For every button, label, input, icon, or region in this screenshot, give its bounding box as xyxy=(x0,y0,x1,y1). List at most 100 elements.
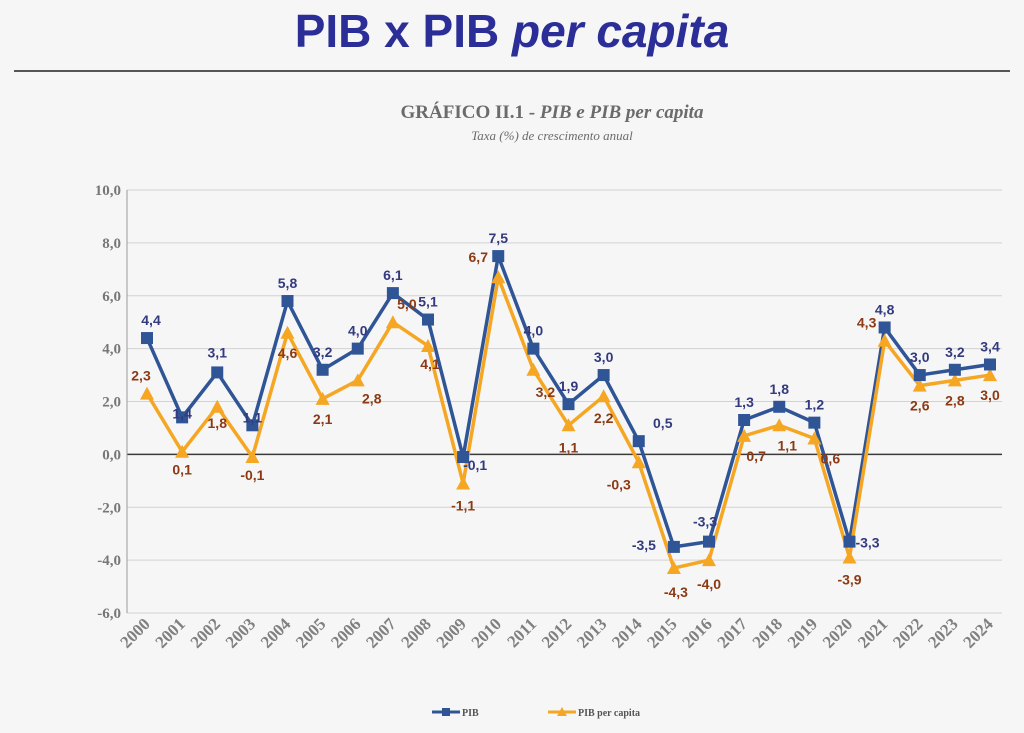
pib-data-label: 4,8 xyxy=(875,301,895,317)
pib-point xyxy=(808,416,821,429)
y-tick-label: -2,0 xyxy=(97,500,121,516)
pib-data-label: 1,4 xyxy=(172,405,192,421)
pib-per-capita-point xyxy=(210,399,225,413)
x-tick-label: 2007 xyxy=(362,614,400,652)
pib-data-label: 5,1 xyxy=(418,294,438,310)
pib-per-capita-point xyxy=(456,476,471,490)
pib-point xyxy=(457,451,470,464)
legend-item-pib: PIB xyxy=(432,708,479,719)
title-divider xyxy=(14,70,1010,72)
data-labels: 4,4 1,4 3,1 1,1 5,8 3,2 4,0 6,1 5,1 -0,1 7,5 4,0 1,9… xyxy=(131,230,1000,600)
pib-point xyxy=(386,287,399,300)
pib-per-capita-data-label: -0,3 xyxy=(607,476,631,492)
pib-point xyxy=(141,332,153,345)
y-tick-label: -4,0 xyxy=(97,553,121,569)
x-tick-label: 2017 xyxy=(713,614,751,652)
pib-per-capita-point xyxy=(596,389,611,403)
x-tick-label: 2014 xyxy=(608,614,646,652)
chart-subtitle: Taxa (%) de crescimento anual xyxy=(471,128,633,143)
pib-per-capita-data-label: 1,1 xyxy=(559,439,579,455)
pib-per-capita-data-label: 2,1 xyxy=(313,411,333,427)
pib-per-capita-point xyxy=(561,418,576,432)
pib-per-capita-point xyxy=(631,455,646,469)
x-tick-label: 2010 xyxy=(468,614,505,651)
pib-per-capita-point xyxy=(280,325,295,339)
pib-data-label: 3,4 xyxy=(980,338,1000,354)
pib-per-capita-point xyxy=(842,550,857,564)
pib-point xyxy=(843,535,856,548)
y-tick-label: 10,0 xyxy=(95,183,121,199)
slide-title-main: PIB x PIB xyxy=(294,5,512,57)
y-tick-label: -6,0 xyxy=(97,606,121,622)
x-tick-label: 2006 xyxy=(327,614,364,651)
pib-per-capita-data-label: 4,6 xyxy=(278,345,298,361)
pib-per-capita-data-label: 4,1 xyxy=(420,356,440,372)
x-tick-label: 2019 xyxy=(784,614,821,651)
pib-data-label: 3,0 xyxy=(594,349,614,365)
y-tick-label: 8,0 xyxy=(102,236,121,252)
pib-point xyxy=(316,363,329,376)
x-tick-label: 2008 xyxy=(397,614,434,651)
pib-data-label: 1,8 xyxy=(770,381,790,397)
chart-title-prefix: GRÁFICO II.1 - xyxy=(400,102,540,123)
pib-data-label: 4,0 xyxy=(348,323,368,339)
pib-per-capita-data-label: 2,3 xyxy=(131,368,151,384)
slide-title-italic: per capita xyxy=(511,5,730,57)
pib-per-capita-point xyxy=(983,368,997,382)
pib-data-label: 1,3 xyxy=(734,394,754,410)
chart-series xyxy=(140,250,997,575)
pib-data-label: 5,8 xyxy=(278,275,298,291)
legend-triangle-marker xyxy=(557,707,567,716)
pib-per-capita-data-label: -0,1 xyxy=(240,467,264,483)
pib-point xyxy=(492,250,505,263)
pib-data-label: 4,4 xyxy=(141,312,161,328)
pib-data-label: 6,1 xyxy=(383,267,403,283)
x-tick-label: 2000 xyxy=(116,614,153,651)
chart-legend: PIB PIB per capita xyxy=(432,707,640,719)
pib-point xyxy=(351,342,364,355)
pib-data-label: 4,0 xyxy=(524,323,544,339)
pib-per-capita-data-label: 0,1 xyxy=(172,462,192,478)
pib-data-label: 3,2 xyxy=(945,344,965,360)
legend-label: PIB per capita xyxy=(578,708,640,719)
pib-per-capita-point xyxy=(947,373,962,387)
pib-point xyxy=(984,358,996,371)
pib-per-capita-point xyxy=(245,450,260,464)
x-tick-label: 2004 xyxy=(257,614,295,652)
pib-data-label: 1,9 xyxy=(559,378,579,394)
x-axis: 2000200120022003200420052006200720082009… xyxy=(116,614,997,652)
pib-per-capita-data-label: 1,8 xyxy=(208,415,228,431)
pib-per-capita-point xyxy=(772,418,787,432)
pib-per-capita-data-label: -4,0 xyxy=(697,576,721,592)
pib-data-label: 3,0 xyxy=(910,349,930,365)
y-tick-label: 4,0 xyxy=(102,342,121,358)
pib-point xyxy=(878,321,891,334)
pib-point xyxy=(773,400,786,413)
chart-title-italic: PIB e PIB per capita xyxy=(539,102,704,123)
pib-per-capita-point xyxy=(912,378,927,392)
pib-point xyxy=(527,342,540,355)
x-tick-label: 2005 xyxy=(292,614,329,651)
pib-point xyxy=(246,419,259,432)
x-tick-label: 2012 xyxy=(538,614,575,651)
pib-point xyxy=(422,313,434,326)
pib-point xyxy=(211,366,224,379)
pib-per-capita-data-label: 3,0 xyxy=(980,387,1000,403)
y-tick-label: 2,0 xyxy=(102,395,121,411)
pib-per-capita-data-label: -4,3 xyxy=(664,584,688,600)
legend-square-marker xyxy=(442,708,450,716)
pib-point xyxy=(913,369,926,382)
y-axis: -6,0 -4,0 -2,0 0,0 2,0 4,0 6,0 8,0 10,0 xyxy=(95,183,128,622)
pib-point xyxy=(281,295,294,308)
pib-point xyxy=(562,398,575,411)
y-tick-label: 6,0 xyxy=(102,289,121,305)
pib-data-label: -0,1 xyxy=(463,457,487,473)
pib-per-capita-point xyxy=(526,362,541,376)
x-tick-label: 2020 xyxy=(819,614,856,651)
pib-per-capita-data-label: -3,9 xyxy=(837,571,861,587)
x-tick-label: 2015 xyxy=(643,614,680,651)
pib-per-capita-point xyxy=(315,391,330,405)
pib-per-capita-point xyxy=(350,373,365,387)
pib-per-capita-point xyxy=(666,561,681,575)
pib-point xyxy=(738,414,751,427)
